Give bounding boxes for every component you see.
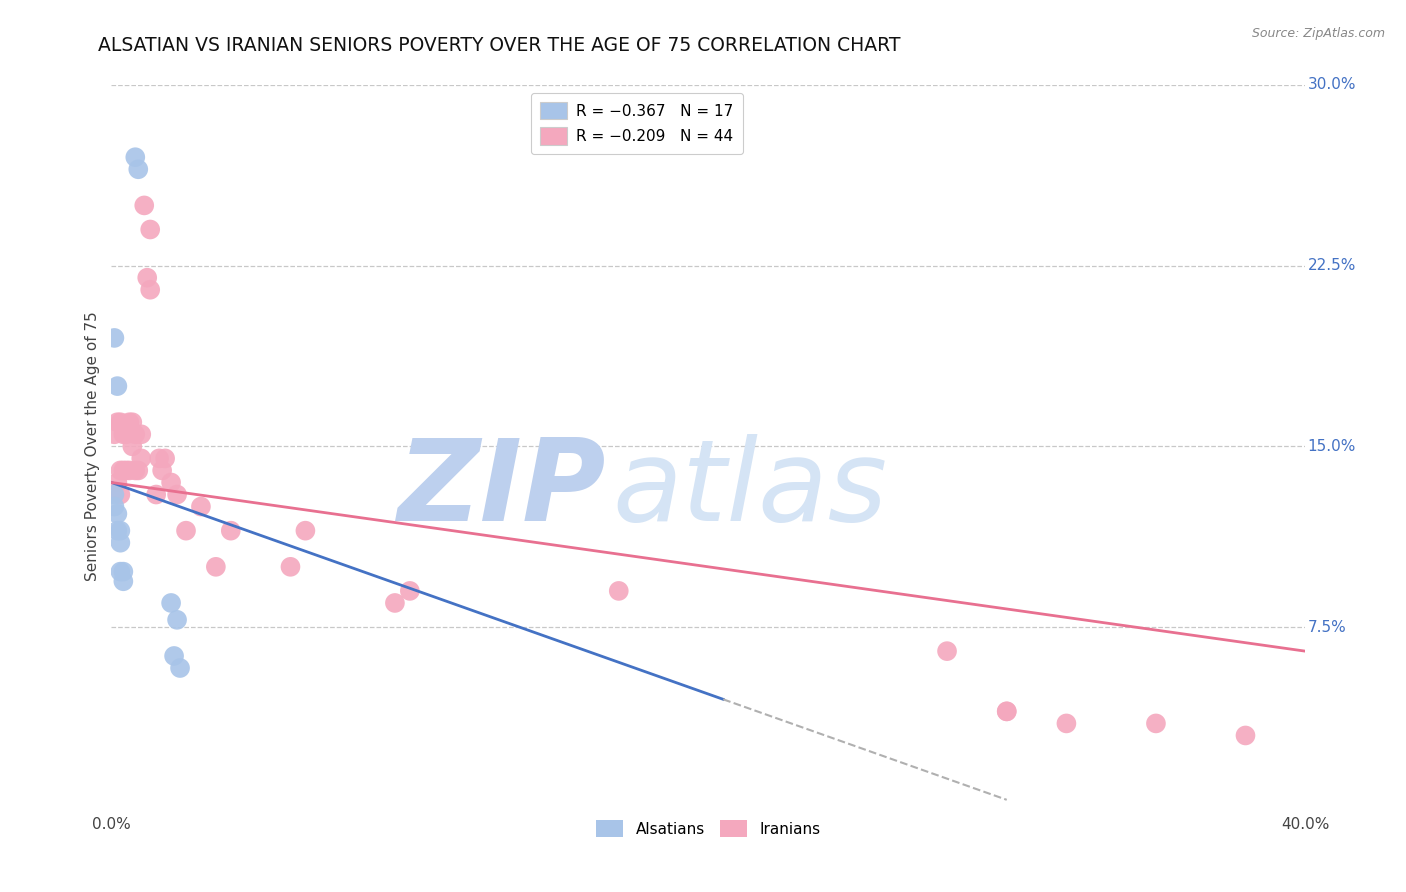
Y-axis label: Seniors Poverty Over the Age of 75: Seniors Poverty Over the Age of 75 xyxy=(86,311,100,582)
Iranians xyxy=(105,415,128,429)
Iranians xyxy=(995,705,1018,719)
Iranians xyxy=(219,524,242,538)
Iranians xyxy=(127,463,149,477)
Alsatians xyxy=(105,524,128,538)
Text: 22.5%: 22.5% xyxy=(1308,258,1355,273)
Alsatians xyxy=(112,565,135,579)
Iranians xyxy=(121,439,143,453)
Iranians xyxy=(1144,716,1167,731)
Iranians xyxy=(160,475,183,490)
Alsatians xyxy=(124,150,146,164)
Iranians xyxy=(280,559,302,574)
Text: atlas: atlas xyxy=(613,434,889,545)
Iranians xyxy=(205,559,228,574)
Iranians xyxy=(115,427,138,442)
Iranians xyxy=(124,427,146,442)
Legend: Alsatians, Iranians: Alsatians, Iranians xyxy=(589,814,827,844)
Iranians xyxy=(153,451,176,466)
Alsatians xyxy=(163,648,186,663)
Alsatians xyxy=(105,507,128,521)
Iranians xyxy=(1234,729,1257,743)
Iranians xyxy=(105,475,128,490)
Text: ZIP: ZIP xyxy=(398,434,607,545)
Iranians xyxy=(103,427,125,442)
Iranians xyxy=(124,463,146,477)
Text: 30.0%: 30.0% xyxy=(1308,78,1355,93)
Iranians xyxy=(118,463,141,477)
Alsatians xyxy=(112,574,135,589)
Text: 15.0%: 15.0% xyxy=(1308,439,1355,454)
Iranians xyxy=(129,427,152,442)
Iranians xyxy=(190,500,212,514)
Iranians xyxy=(121,415,143,429)
Iranians xyxy=(118,415,141,429)
Iranians xyxy=(112,427,135,442)
Iranians xyxy=(110,463,132,477)
Iranians xyxy=(145,487,167,501)
Iranians xyxy=(110,487,132,501)
Iranians xyxy=(112,463,135,477)
Alsatians xyxy=(127,162,149,177)
Iranians xyxy=(936,644,959,658)
Alsatians xyxy=(105,379,128,393)
Iranians xyxy=(995,705,1018,719)
Iranians xyxy=(129,451,152,466)
Iranians xyxy=(110,415,132,429)
Iranians xyxy=(384,596,406,610)
Iranians xyxy=(607,583,630,598)
Alsatians xyxy=(103,487,125,501)
Iranians xyxy=(134,198,156,212)
Alsatians xyxy=(103,500,125,514)
Alsatians xyxy=(166,613,188,627)
Alsatians xyxy=(103,331,125,345)
Alsatians xyxy=(110,535,132,549)
Text: Source: ZipAtlas.com: Source: ZipAtlas.com xyxy=(1251,27,1385,40)
Iranians xyxy=(399,583,422,598)
Iranians xyxy=(166,487,188,501)
Iranians xyxy=(139,283,162,297)
Iranians xyxy=(115,463,138,477)
Text: ALSATIAN VS IRANIAN SENIORS POVERTY OVER THE AGE OF 75 CORRELATION CHART: ALSATIAN VS IRANIAN SENIORS POVERTY OVER… xyxy=(98,36,901,54)
Alsatians xyxy=(169,661,191,675)
Alsatians xyxy=(110,565,132,579)
Alsatians xyxy=(110,524,132,538)
Text: 7.5%: 7.5% xyxy=(1308,620,1347,634)
Iranians xyxy=(1054,716,1077,731)
Iranians xyxy=(294,524,316,538)
Iranians xyxy=(136,270,159,285)
Iranians xyxy=(148,451,170,466)
Iranians xyxy=(150,463,173,477)
Iranians xyxy=(139,222,162,236)
Iranians xyxy=(174,524,197,538)
Alsatians xyxy=(160,596,183,610)
